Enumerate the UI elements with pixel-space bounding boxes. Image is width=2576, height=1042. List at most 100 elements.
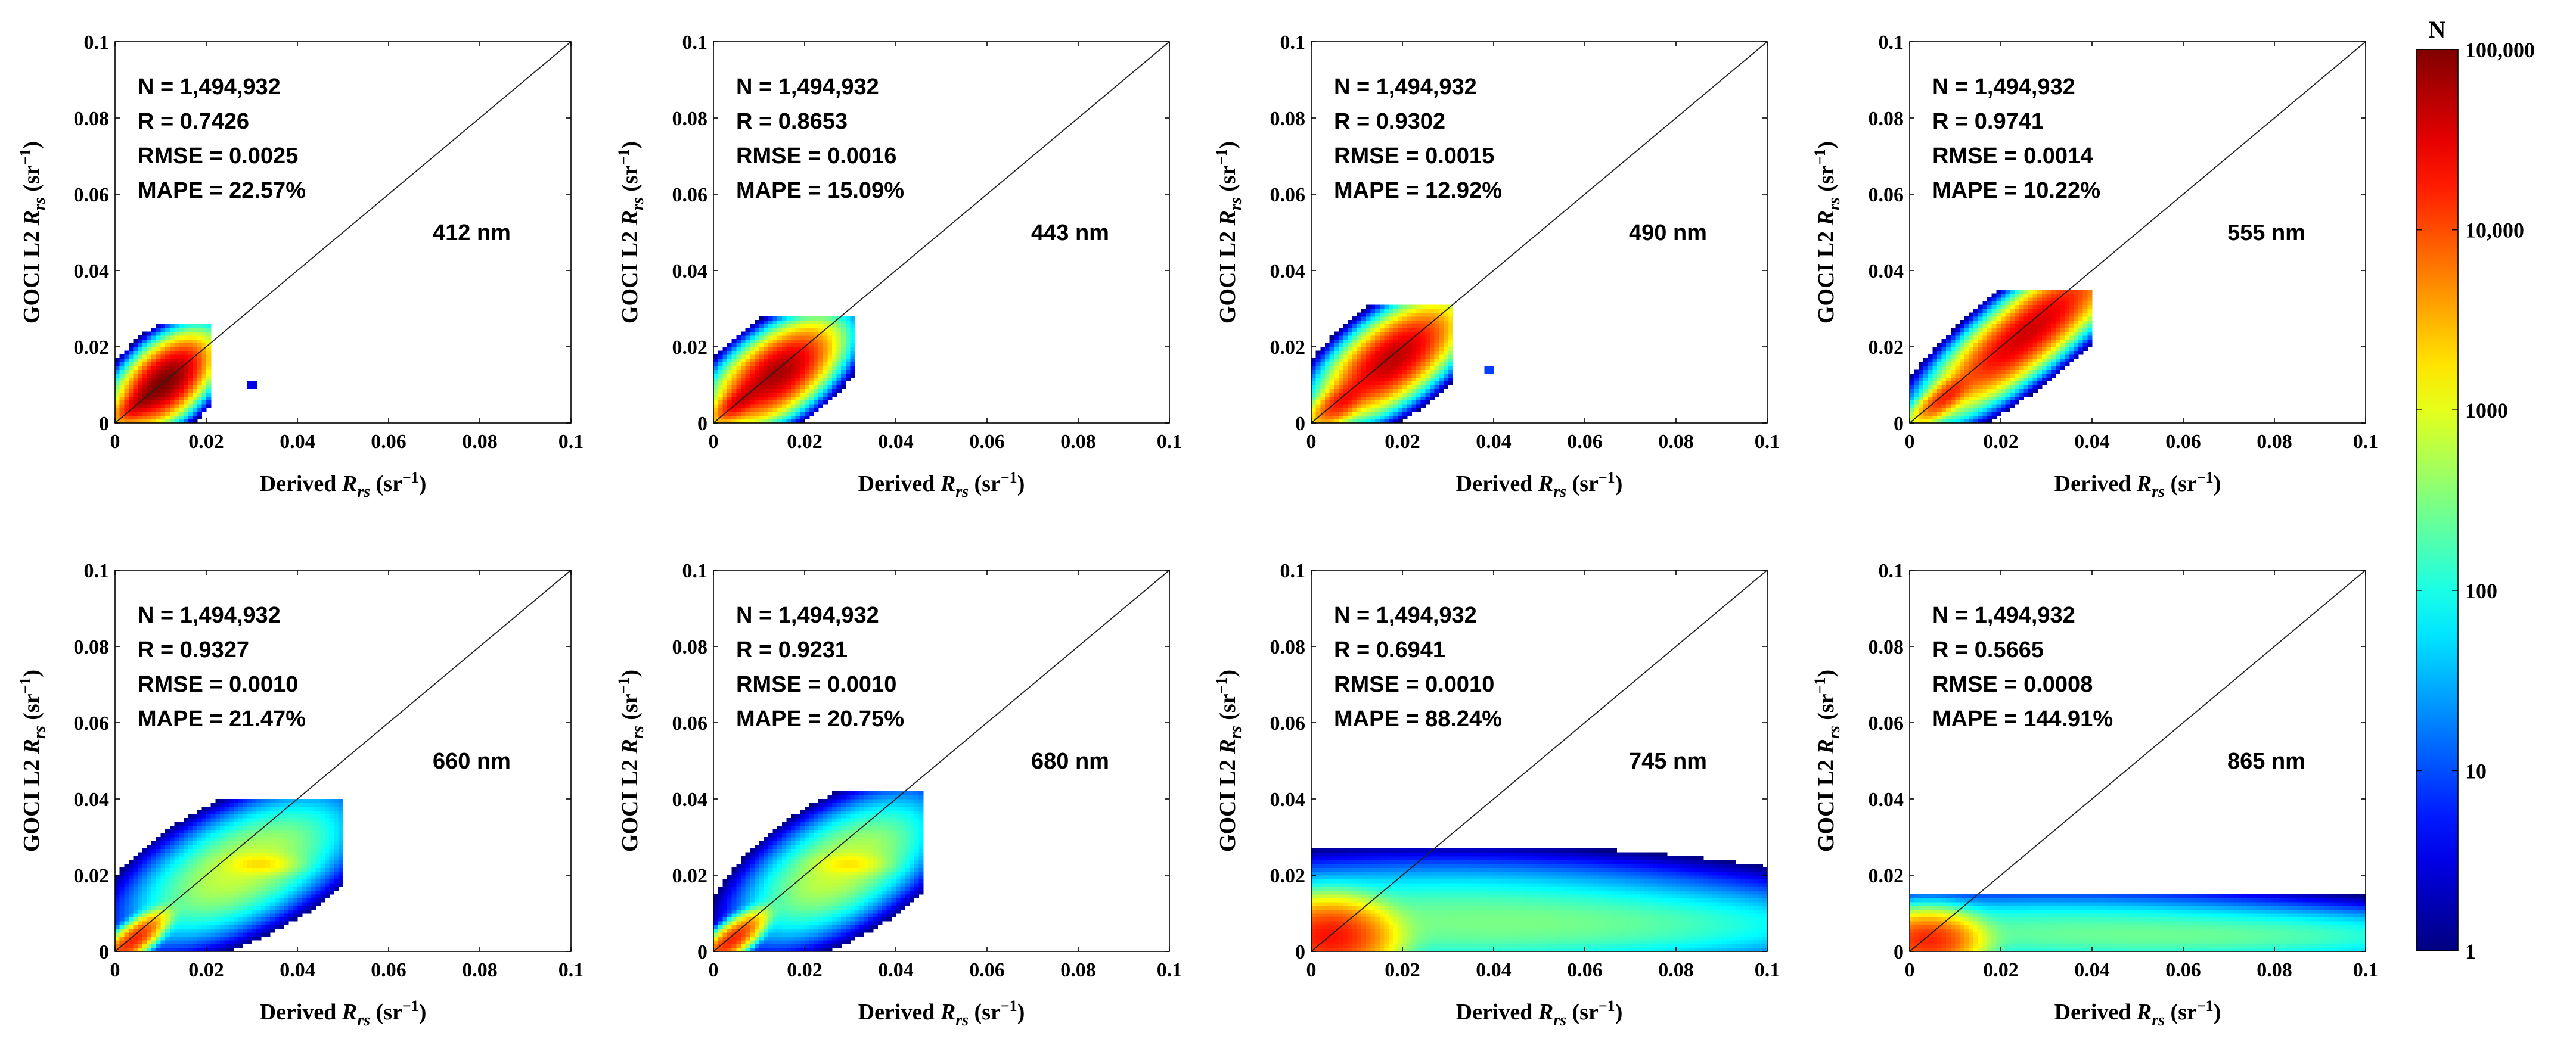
y-tick-label: 0.1 bbox=[1280, 32, 1306, 54]
density-cell bbox=[256, 856, 262, 860]
density-cell bbox=[1338, 331, 1344, 336]
density-cell bbox=[238, 852, 243, 857]
density-cell bbox=[718, 408, 723, 412]
density-cell bbox=[147, 408, 152, 412]
density-cell bbox=[1448, 366, 1453, 370]
density-cell bbox=[745, 366, 750, 370]
density-cell bbox=[115, 944, 120, 948]
density-cell bbox=[2078, 347, 2084, 351]
one-to-one-line bbox=[114, 41, 572, 424]
density-cell bbox=[2060, 297, 2065, 301]
density-cell bbox=[740, 381, 746, 385]
density-cell bbox=[160, 925, 166, 929]
density-cell bbox=[827, 354, 833, 359]
density-cell bbox=[147, 369, 152, 374]
density-cell bbox=[740, 388, 746, 393]
density-cell bbox=[279, 837, 284, 841]
density-cell bbox=[197, 863, 202, 868]
density-cell bbox=[1991, 304, 1997, 309]
density-cell bbox=[2082, 312, 2088, 317]
density-cell bbox=[713, 901, 719, 906]
density-cell bbox=[311, 890, 316, 895]
density-cell bbox=[1996, 316, 2001, 321]
density-cell bbox=[197, 381, 202, 385]
density-cell bbox=[311, 875, 316, 879]
density-cell bbox=[1370, 331, 1376, 336]
density-cell bbox=[201, 852, 207, 857]
density-cell bbox=[1402, 309, 1408, 313]
density-cell bbox=[1361, 400, 1367, 405]
density-cell bbox=[2005, 377, 2010, 382]
density-cell bbox=[1434, 339, 1439, 344]
density-cell bbox=[147, 400, 152, 405]
density-cell bbox=[128, 867, 134, 872]
density-cell bbox=[151, 906, 157, 910]
density-cell bbox=[284, 810, 289, 815]
density-cell bbox=[1982, 301, 1988, 306]
y-tick-label: 0.06 bbox=[74, 184, 110, 206]
density-cell bbox=[1407, 354, 1412, 359]
density-cell bbox=[183, 381, 188, 385]
density-cell bbox=[818, 350, 824, 355]
density-cell bbox=[1425, 339, 1430, 344]
y-label-var-sub: rs bbox=[1227, 197, 1245, 210]
density-cell bbox=[800, 381, 805, 385]
density-cell bbox=[768, 419, 774, 424]
density-cell bbox=[1439, 335, 1444, 340]
density-cell bbox=[183, 339, 188, 344]
density-cell bbox=[2028, 301, 2034, 306]
density-cell bbox=[814, 369, 819, 374]
density-cell bbox=[193, 366, 198, 370]
density-cell bbox=[219, 879, 225, 884]
density-cell bbox=[2046, 301, 2052, 306]
density-cell bbox=[831, 354, 837, 359]
density-cell bbox=[142, 343, 148, 347]
y-label-space bbox=[19, 754, 44, 760]
density-cell bbox=[1348, 377, 1353, 382]
density-cell bbox=[324, 879, 330, 884]
density-cell bbox=[750, 347, 755, 351]
density-cell bbox=[252, 844, 257, 849]
density-cell bbox=[786, 335, 792, 340]
density-cell bbox=[306, 879, 312, 884]
density-cell bbox=[2014, 339, 2020, 344]
density-cell bbox=[1434, 350, 1439, 355]
density-cell bbox=[1928, 408, 1933, 412]
density-cell bbox=[183, 347, 188, 351]
density-cell bbox=[1343, 324, 1348, 328]
density-cell bbox=[224, 803, 229, 807]
density-cell bbox=[1407, 369, 1412, 374]
density-cell bbox=[233, 818, 239, 822]
density-cell bbox=[297, 852, 303, 857]
density-cell bbox=[1348, 415, 1353, 420]
density-cell bbox=[215, 932, 221, 937]
density-cell bbox=[772, 362, 778, 366]
density-cell bbox=[2028, 362, 2034, 366]
density-cell bbox=[197, 852, 202, 857]
density-cell bbox=[1936, 369, 1942, 374]
density-cell bbox=[324, 871, 330, 876]
density-cell bbox=[315, 879, 321, 884]
density-cell bbox=[1950, 419, 1956, 424]
density-cell bbox=[1352, 419, 1358, 424]
density-cell bbox=[1311, 377, 1317, 382]
density-cell bbox=[133, 856, 138, 860]
density-cell bbox=[727, 350, 733, 355]
density-cell bbox=[2046, 339, 2052, 344]
density-cell bbox=[2082, 309, 2088, 313]
density-cell bbox=[179, 328, 184, 332]
density-cell bbox=[188, 415, 193, 420]
density-cell bbox=[777, 347, 783, 351]
density-cell bbox=[731, 369, 737, 374]
density-cell bbox=[745, 335, 750, 340]
density-cell bbox=[119, 909, 125, 914]
density-cell bbox=[119, 369, 125, 374]
density-cell bbox=[841, 316, 846, 321]
density-cell bbox=[1398, 328, 1403, 332]
density-cell bbox=[160, 347, 166, 351]
density-cell bbox=[713, 928, 719, 933]
density-cell bbox=[293, 856, 298, 860]
density-cell bbox=[169, 825, 175, 830]
density-cell bbox=[201, 339, 207, 344]
density-cell bbox=[297, 799, 303, 803]
